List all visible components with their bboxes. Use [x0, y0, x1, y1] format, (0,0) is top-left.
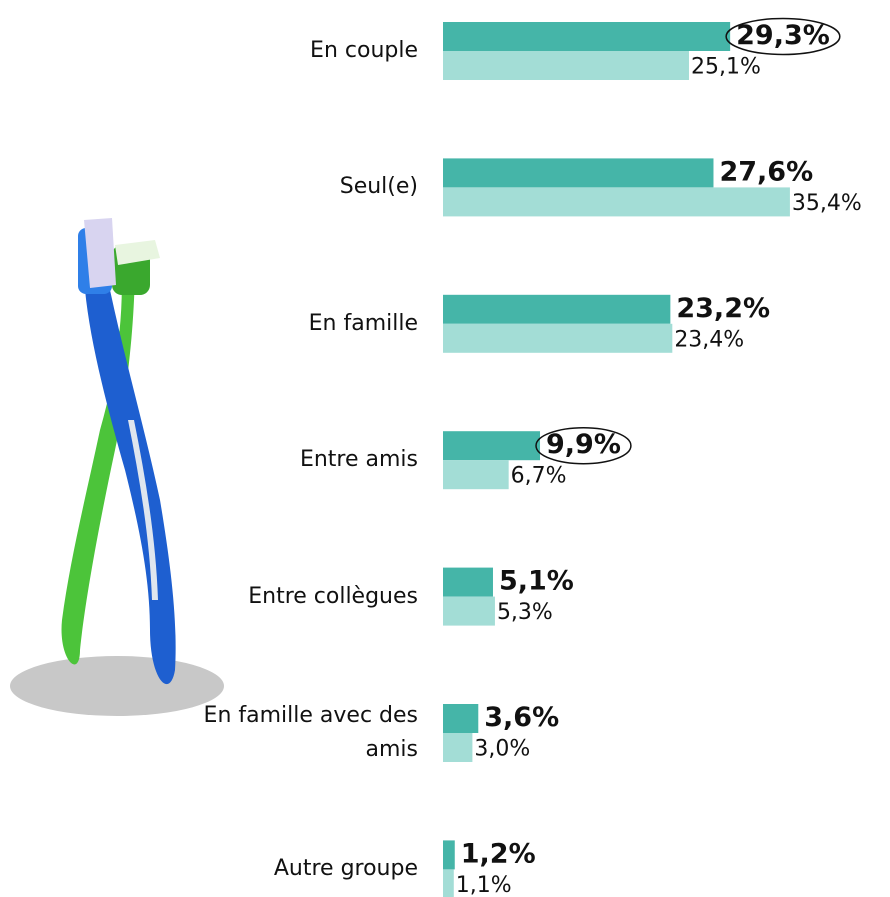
bar [443, 431, 540, 460]
bar [443, 840, 455, 869]
bar [443, 597, 495, 626]
category-label: En couple [190, 34, 418, 68]
data-label: 1,2% [461, 838, 536, 869]
bar [443, 568, 493, 597]
chart: 29,3% 25,1% 27,6% 35,4% 23,2% 23,4% 9,9% 6,7% 5,… [0, 0, 890, 897]
data-label: 5,1% [499, 566, 574, 597]
bar [443, 869, 454, 897]
bar [443, 187, 790, 216]
data-label: 9,9% [546, 429, 621, 460]
bar [443, 704, 478, 733]
category-label: Seul(e) [190, 170, 418, 204]
data-label: 23,4% [674, 327, 744, 352]
category-label: En famille avec des amis [190, 699, 418, 767]
bar [443, 22, 730, 51]
category-label: Autre groupe [190, 852, 418, 886]
data-label: 23,2% [676, 293, 770, 324]
data-label: 3,6% [484, 702, 559, 733]
bar [443, 460, 509, 489]
category-label: Entre amis [190, 443, 418, 477]
data-label: 6,7% [511, 464, 567, 489]
bar [443, 295, 670, 324]
data-label: 3,0% [474, 737, 530, 762]
data-label: 1,1% [456, 873, 512, 897]
data-label: 35,4% [792, 191, 862, 216]
category-label: Entre collègues [190, 580, 418, 614]
bar [443, 733, 472, 762]
category-label: En famille [190, 307, 418, 341]
bar [443, 158, 713, 187]
data-label: 25,1% [691, 55, 761, 80]
data-label: 5,3% [497, 600, 553, 625]
data-label: 29,3% [736, 20, 830, 51]
bar [443, 51, 689, 80]
page: {"chart_data": {"type": "bar", "orientat… [0, 0, 890, 897]
data-label: 27,6% [719, 156, 813, 187]
bar [443, 324, 672, 353]
